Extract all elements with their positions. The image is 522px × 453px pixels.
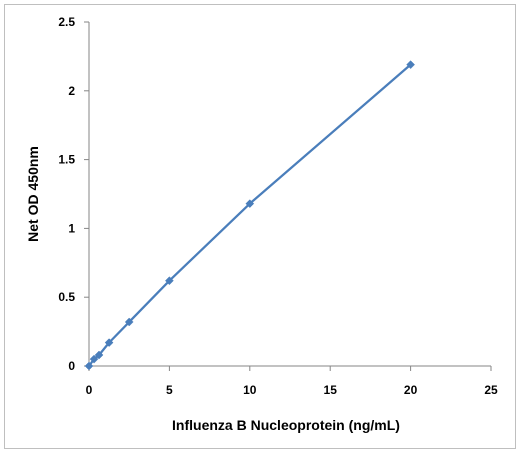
x-tick-label: 0 <box>86 383 93 397</box>
y-tick-label: 2 <box>68 84 75 98</box>
y-axis-title: Net OD 450nm <box>25 146 41 242</box>
x-tick-label: 5 <box>166 383 173 397</box>
y-tick-label: 0 <box>68 359 75 373</box>
data-point-marker <box>245 199 255 208</box>
series-line <box>88 63 412 367</box>
data-point-marker <box>94 350 104 360</box>
axes <box>88 22 491 367</box>
x-tick-label: 25 <box>484 383 498 397</box>
data-point-marker <box>165 276 174 286</box>
data-point-marker <box>406 60 415 70</box>
data-point-marker <box>89 354 99 364</box>
data-point-marker <box>84 361 94 371</box>
series <box>84 60 415 371</box>
x-tick-label: 15 <box>324 383 338 397</box>
data-point-marker <box>104 338 114 347</box>
x-tick-label: 20 <box>404 383 418 397</box>
x-axis-title: Influenza B Nucleoprotein (ng/mL) <box>172 417 400 433</box>
y-tick-label: 0.5 <box>58 290 75 304</box>
y-ticks: 0 0.5 1 1.5 2 2.5 <box>58 15 89 373</box>
x-ticks: 0 5 10 15 20 25 <box>86 366 498 397</box>
x-tick-label: 10 <box>243 383 257 397</box>
y-tick-label: 1.5 <box>58 153 75 167</box>
y-tick-label: 1 <box>68 221 75 235</box>
y-tick-label: 2.5 <box>58 15 75 29</box>
data-point-marker <box>124 317 134 327</box>
